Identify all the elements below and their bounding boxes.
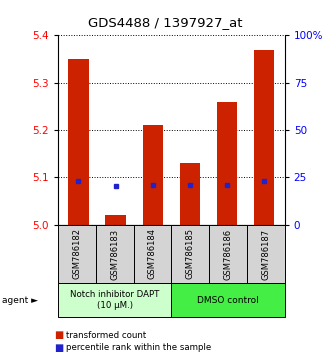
Text: ■: ■	[55, 330, 64, 340]
Text: transformed count: transformed count	[66, 331, 146, 340]
Text: GSM786183: GSM786183	[110, 228, 119, 280]
Text: GSM786187: GSM786187	[261, 228, 270, 280]
Bar	[143, 125, 163, 225]
Text: GSM786185: GSM786185	[186, 228, 195, 280]
Bar	[254, 50, 274, 225]
Text: GDS4488 / 1397927_at: GDS4488 / 1397927_at	[88, 16, 243, 29]
Bar	[180, 163, 200, 225]
Bar	[217, 102, 237, 225]
Text: GSM786184: GSM786184	[148, 228, 157, 280]
Text: DMSO control: DMSO control	[197, 296, 259, 304]
Text: GSM786182: GSM786182	[72, 228, 81, 280]
Bar	[68, 59, 89, 225]
Text: GSM786186: GSM786186	[223, 228, 232, 280]
Text: ■: ■	[55, 343, 64, 353]
Text: Notch inhibitor DAPT
(10 μM.): Notch inhibitor DAPT (10 μM.)	[70, 290, 159, 310]
Text: percentile rank within the sample: percentile rank within the sample	[66, 343, 212, 353]
Text: agent ►: agent ►	[2, 296, 38, 304]
Bar	[105, 215, 126, 225]
